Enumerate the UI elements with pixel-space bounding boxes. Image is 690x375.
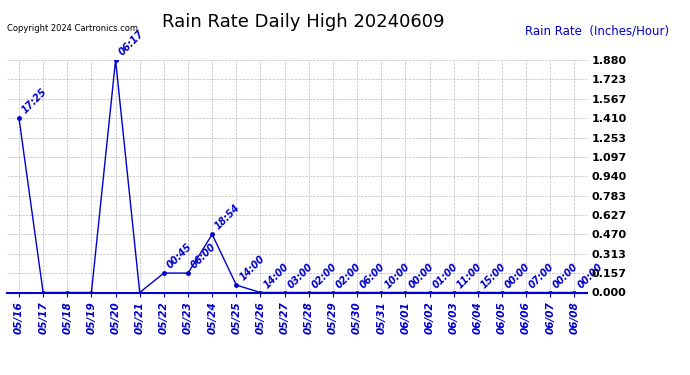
Text: 18:54: 18:54 bbox=[213, 203, 242, 232]
Text: Rain Rate Daily High 20240609: Rain Rate Daily High 20240609 bbox=[162, 13, 445, 31]
Text: 14:00: 14:00 bbox=[237, 254, 266, 283]
Text: Rain Rate  (Inches/Hour): Rain Rate (Inches/Hour) bbox=[525, 24, 669, 38]
Text: 07:00: 07:00 bbox=[527, 261, 556, 290]
Text: 00:00: 00:00 bbox=[575, 261, 604, 290]
Text: 00:00: 00:00 bbox=[551, 261, 580, 290]
Text: 10:00: 10:00 bbox=[382, 261, 411, 290]
Text: 15:00: 15:00 bbox=[479, 261, 508, 290]
Text: 11:00: 11:00 bbox=[455, 261, 484, 290]
Text: 02:00: 02:00 bbox=[334, 261, 363, 290]
Text: 06:00: 06:00 bbox=[189, 242, 218, 271]
Text: 06:17: 06:17 bbox=[117, 28, 146, 57]
Text: 02:00: 02:00 bbox=[310, 261, 339, 290]
Text: 03:00: 03:00 bbox=[286, 261, 315, 290]
Text: 14:00: 14:00 bbox=[262, 261, 290, 290]
Text: 01:00: 01:00 bbox=[431, 261, 460, 290]
Text: 00:45: 00:45 bbox=[165, 242, 194, 271]
Text: 06:00: 06:00 bbox=[358, 261, 387, 290]
Text: 00:00: 00:00 bbox=[406, 261, 435, 290]
Text: Copyright 2024 Cartronics.com: Copyright 2024 Cartronics.com bbox=[7, 24, 138, 33]
Text: 17:25: 17:25 bbox=[20, 87, 49, 116]
Text: 00:00: 00:00 bbox=[503, 261, 532, 290]
